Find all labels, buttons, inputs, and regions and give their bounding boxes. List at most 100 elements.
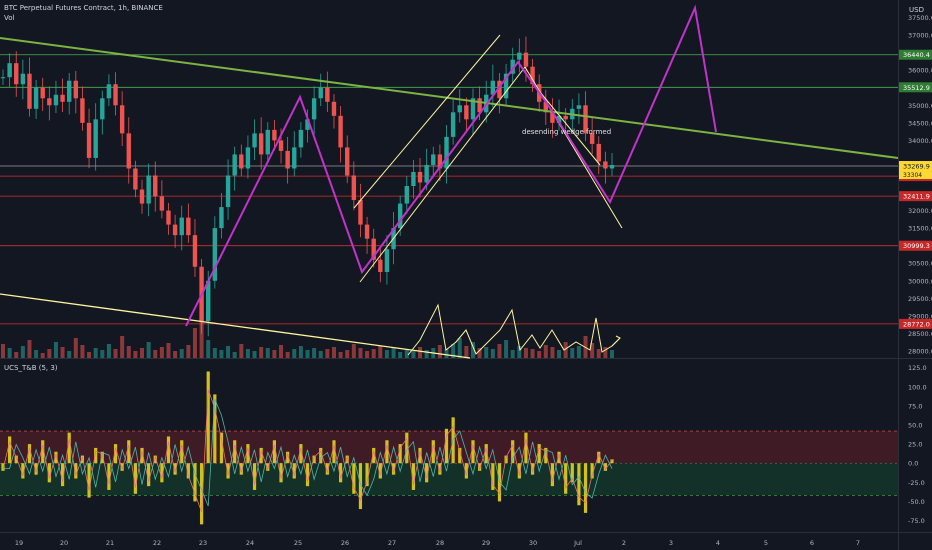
candle-body <box>517 52 522 60</box>
osc-histogram-bar <box>107 463 111 490</box>
osc-histogram-bar <box>378 463 382 479</box>
price-tick-label: 30500.0 <box>908 260 932 268</box>
osc-histogram-bar <box>94 447 98 464</box>
volume-bar <box>60 347 65 358</box>
volume-bar <box>20 346 25 358</box>
volume-bar <box>153 350 158 358</box>
osc-histogram-bar <box>385 440 389 464</box>
price-level-badge <box>899 318 932 329</box>
osc-histogram-bar <box>259 447 263 464</box>
volume-bar <box>87 352 92 358</box>
channel-lower-line <box>359 66 526 283</box>
volume-bar <box>596 349 601 358</box>
volume-bar <box>411 351 416 358</box>
price-tick-label: 30000.0 <box>908 277 932 285</box>
candle-body <box>384 249 390 273</box>
volume-bar <box>298 346 303 358</box>
osc-trigger-line <box>3 398 613 507</box>
osc-histogram-bar <box>537 444 541 464</box>
osc-histogram-bar <box>87 463 91 498</box>
osc-tick-label: 100.0 <box>908 383 927 391</box>
wedge-upper-line <box>539 91 601 166</box>
candle-body <box>60 94 65 102</box>
candle-body <box>298 129 304 148</box>
osc-histogram-bar <box>252 463 257 490</box>
candle-body <box>424 164 429 183</box>
candle-body <box>589 133 595 144</box>
candle-body <box>119 105 125 134</box>
osc-histogram-bar <box>199 463 204 525</box>
osc-histogram-bar <box>312 455 316 464</box>
candle-body <box>113 84 118 106</box>
volume-bar <box>338 352 343 358</box>
time-tick-label: 5 <box>764 539 768 547</box>
volume-bar <box>159 347 164 358</box>
volume-bar <box>120 336 125 358</box>
osc-histogram-bar <box>279 463 283 483</box>
osc-histogram-bar <box>27 444 32 464</box>
time-tick-label: 22 <box>153 539 161 547</box>
candle-body <box>431 154 436 165</box>
volume-bar <box>93 348 98 358</box>
osc-tick-label: 75.0 <box>908 402 922 410</box>
candle-body <box>338 115 343 148</box>
symbol-title: BTC Perpetual Futures Contract, 1h, BINA… <box>4 4 163 12</box>
volume-bar <box>199 310 204 358</box>
volume-bar <box>146 342 151 358</box>
volume-bar <box>484 347 489 358</box>
osc-histogram-bar <box>550 463 555 487</box>
candle-body <box>40 87 45 99</box>
candle-body <box>252 133 257 148</box>
candle-body <box>239 154 244 169</box>
candle-body <box>80 98 85 123</box>
candle-body <box>556 115 562 123</box>
volume-bar <box>113 349 118 358</box>
volume-bar <box>1 344 5 358</box>
osc-histogram-bar <box>213 394 217 464</box>
candle-body <box>450 112 456 137</box>
osc-histogram-bar <box>325 463 329 475</box>
osc-histogram-bar <box>372 447 376 464</box>
price-tick-label: 28500.0 <box>908 330 932 338</box>
price-level-badge <box>899 191 932 202</box>
volume-bar <box>166 343 171 358</box>
osc-histogram-bar <box>41 440 45 464</box>
volume-bar <box>318 351 323 358</box>
time-tick-label: 26 <box>341 539 349 547</box>
candle-body <box>139 189 145 204</box>
osc-histogram-bar <box>60 463 65 487</box>
osc-histogram-bar <box>286 451 290 464</box>
osc-histogram-bar <box>418 447 422 464</box>
candle-body <box>497 80 502 99</box>
osc-histogram-bar <box>478 463 482 471</box>
volume-bar <box>437 345 442 358</box>
time-tick-label: 19 <box>15 539 23 547</box>
volume-bar <box>245 349 250 358</box>
candle-body <box>232 154 237 176</box>
volume-bar <box>576 346 581 358</box>
osc-histogram-bar <box>405 432 409 464</box>
price-tick-label: 35000.0 <box>908 102 932 110</box>
osc-histogram-bar <box>160 463 164 483</box>
volume-bar <box>384 350 389 358</box>
osc-histogram-bar <box>590 463 594 479</box>
volume-bar <box>345 350 350 358</box>
candle-body <box>159 196 165 211</box>
osc-histogram-bar <box>233 440 237 464</box>
osc-histogram-bar <box>425 463 429 483</box>
osc-tick-label: 50.0 <box>908 421 922 429</box>
osc-histogram-bar <box>438 463 442 475</box>
candle-body <box>192 235 198 267</box>
volume-bar <box>610 350 614 358</box>
volume-bar <box>192 328 197 358</box>
osc-histogram-bar <box>583 463 588 513</box>
volume-bar <box>285 352 290 358</box>
volume-bar <box>7 348 12 358</box>
volume-bar <box>34 350 39 358</box>
osc-histogram-bar <box>266 463 270 471</box>
volume-bar <box>40 353 45 358</box>
volume-bar <box>523 348 528 358</box>
candle-body <box>212 228 218 281</box>
